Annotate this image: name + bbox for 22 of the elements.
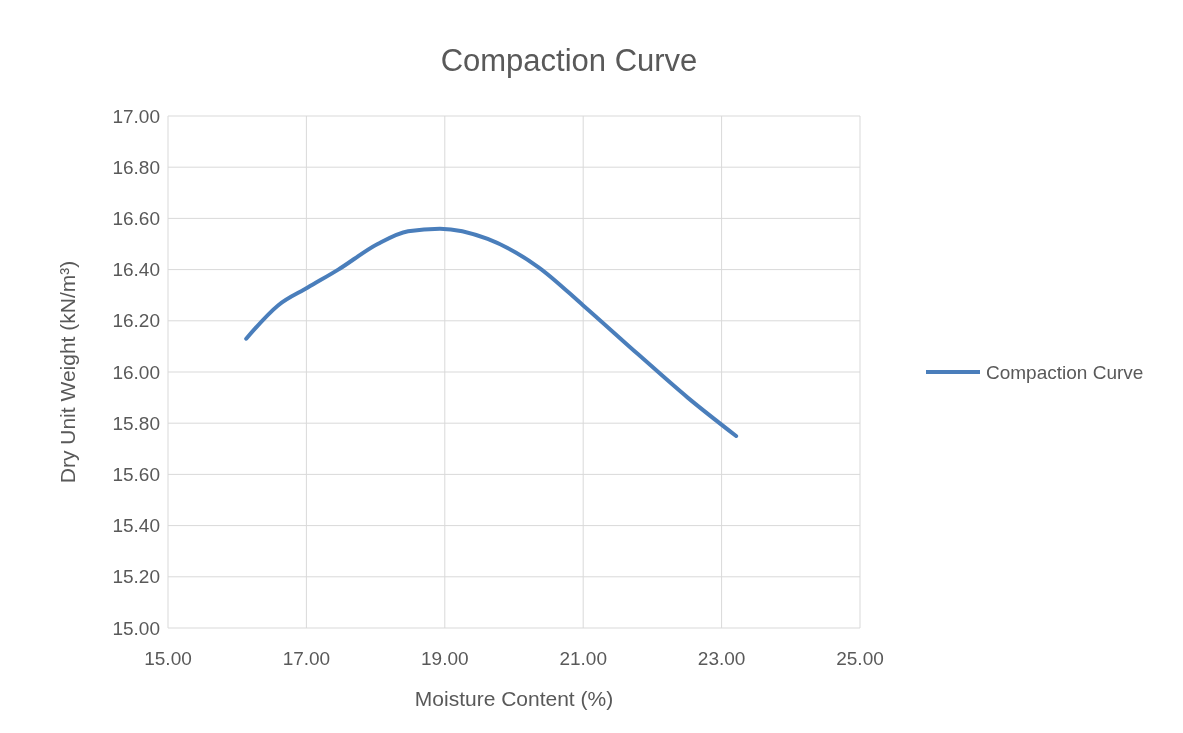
x-tick-label: 23.00 [697, 648, 746, 669]
x-tick-label: 25.00 [836, 648, 884, 669]
y-tick-label: 15.20 [112, 566, 160, 588]
x-tick-label: 15.00 [144, 648, 192, 669]
x-tick-label: 21.00 [559, 648, 607, 669]
y-tick-label: 15.40 [112, 515, 160, 537]
y-tick-label: 15.80 [112, 412, 160, 434]
y-tick-label: 15.00 [112, 617, 160, 639]
y-tick-label: 16.00 [112, 361, 160, 383]
y-tick-label: 16.60 [112, 208, 160, 230]
x-tick-label: 19.00 [421, 648, 469, 669]
y-tick-label: 16.40 [112, 259, 160, 281]
legend-label: Compaction Curve [986, 361, 1144, 383]
y-axis-title: Dry Unit Weight (kN/m³) [56, 260, 79, 484]
x-axis-title: Moisture Content (%) [414, 687, 614, 710]
y-tick-label: 17.00 [112, 105, 160, 127]
line-series [244, 226, 739, 438]
x-tick-label: 17.00 [282, 648, 331, 669]
y-tick-label: 16.20 [112, 310, 160, 332]
y-tick-label: 15.60 [112, 464, 160, 486]
chart-title: Compaction Curve [440, 43, 698, 78]
y-tick-label: 16.80 [112, 156, 160, 178]
